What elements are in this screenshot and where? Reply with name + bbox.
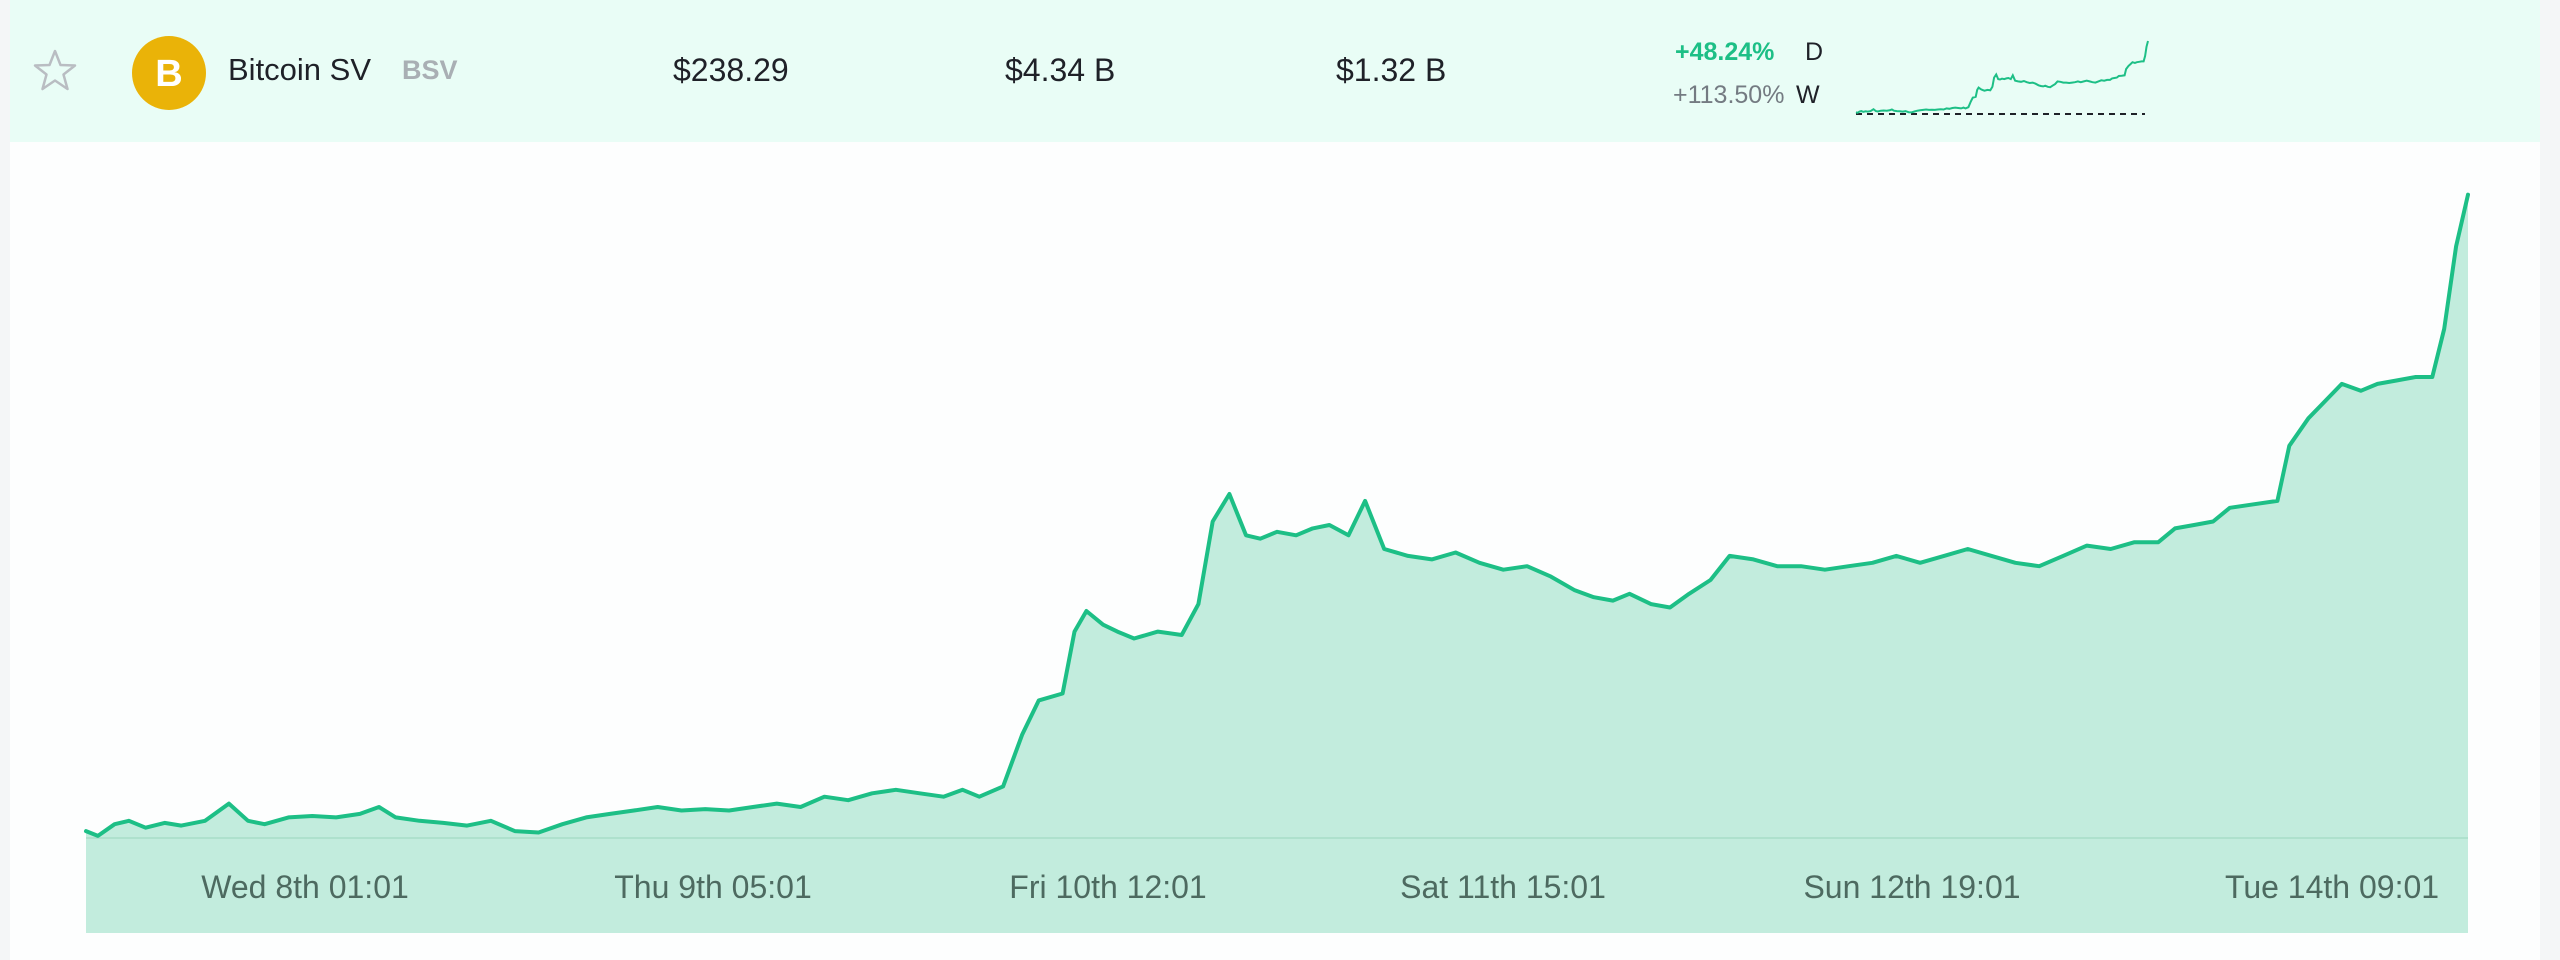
- x-tick-label: Fri 10th 12:01: [1009, 869, 1206, 905]
- market-cap-value: $4.34 B: [1005, 52, 1116, 88]
- x-axis-ticks: Wed 8th 01:01 Thu 9th 05:01 Fri 10th 12:01…: [201, 869, 2439, 905]
- price-area-fill: [86, 194, 2468, 838]
- x-tick-label: Sat 11th 15:01: [1400, 869, 1606, 905]
- change-day-value: +48.24%: [1675, 38, 1775, 66]
- star-outline-icon[interactable]: [30, 46, 80, 96]
- x-tick-label: Thu 9th 05:01: [614, 869, 811, 905]
- x-axis-band: [86, 838, 2468, 933]
- logo-glyph: B: [155, 53, 182, 95]
- x-tick-label: Tue 14th 09:01: [2225, 869, 2439, 905]
- x-tick-label: Wed 8th 01:01: [201, 869, 409, 905]
- sparkline-line: [1855, 40, 2149, 114]
- x-tick-label: Sun 12th 19:01: [1803, 869, 2020, 905]
- change-week-value: +113.50%: [1673, 81, 1785, 109]
- price-line: [84, 192, 2470, 838]
- sparkline-chart: [1855, 40, 2149, 115]
- change-day-label: D: [1805, 38, 1824, 66]
- change-week-label: W: [1796, 81, 1820, 109]
- coin-row[interactable]: [10, 0, 2540, 142]
- bitcoin-sv-logo-icon: B: [132, 36, 206, 110]
- coin-name[interactable]: Bitcoin SV: [228, 52, 372, 87]
- coin-symbol: BSV: [402, 55, 458, 85]
- volume-value: $1.32 B: [1336, 52, 1447, 88]
- price-value: $238.29: [673, 52, 789, 88]
